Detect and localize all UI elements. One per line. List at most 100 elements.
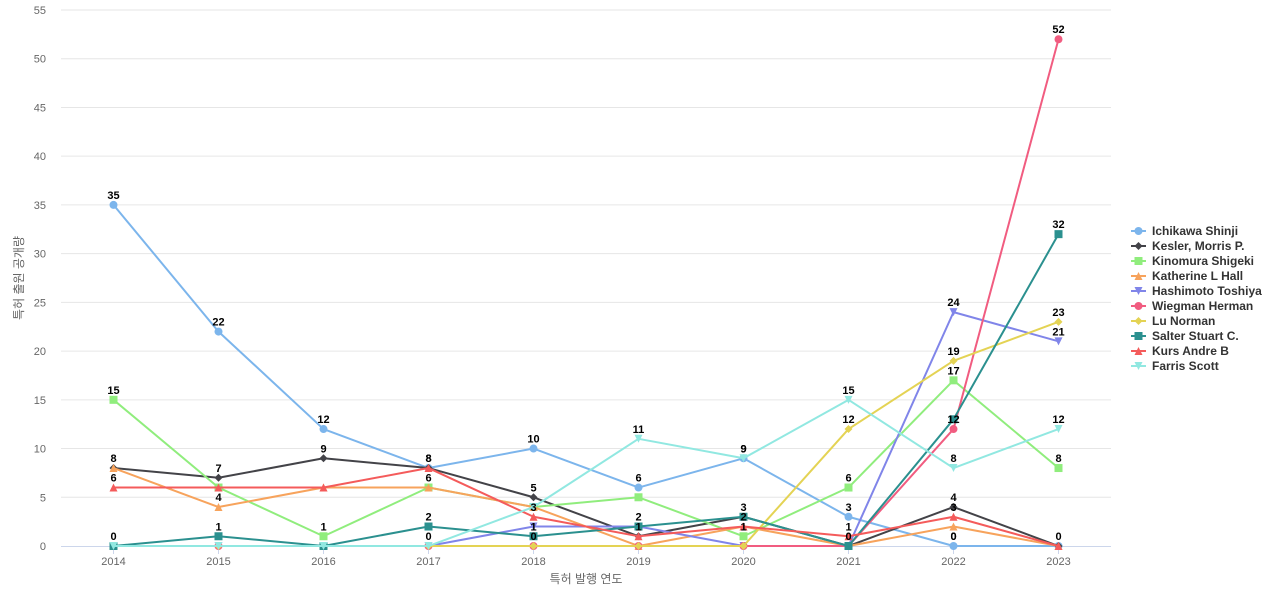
point-farris-scott-2014[interactable] [109,542,118,550]
point-kinomura-shigeki-2016[interactable] [319,532,328,541]
point-hashimoto-toshiya-2023[interactable] [1054,337,1063,346]
point-katherine-l-hall-2015[interactable] [214,503,223,512]
legend-marker-ichikawa-shinji[interactable] [1134,227,1143,235]
data-label-farris-scott-2021: 15 [842,385,854,397]
point-lu-norman-2021[interactable] [844,425,853,434]
legend-item-kesler-morris-p[interactable]: Kesler, Morris P. [1131,239,1245,253]
legend-item-ichikawa-shinji[interactable]: Ichikawa Shinji [1131,224,1238,238]
point-farris-scott-2017[interactable] [424,542,433,550]
series-line-katherine-l-hall[interactable] [112,467,1060,547]
series-line-salter-stuart-c[interactable] [112,233,1060,547]
legend-item-wiegman-herman[interactable]: Wiegman Herman [1131,299,1253,313]
data-label-kinomura-shigeki-2022: 17 [947,365,959,377]
point-hashimoto-toshiya-2018[interactable] [529,522,538,531]
point-lu-norman-2018[interactable] [529,542,538,550]
point-kesler-morris-p-2022[interactable] [949,503,958,512]
point-farris-scott-2015[interactable] [214,542,223,550]
series-kurs-andre-b[interactable] [109,464,1063,550]
point-wiegman-herman-2023[interactable] [1054,35,1063,44]
data-label-salter-stuart-c-2015: 1 [215,521,221,533]
legend-marker-katherine-l-hall[interactable] [1134,272,1143,280]
point-salter-stuart-c-2023[interactable] [1054,230,1063,239]
series-kinomura-shigeki[interactable] [109,376,1063,541]
point-salter-stuart-c-2021[interactable] [844,542,853,550]
point-lu-norman-2023[interactable] [1054,317,1063,326]
legend-item-kurs-andre-b[interactable]: Kurs Andre B [1131,344,1229,358]
point-ichikawa-shinji-2015[interactable] [214,327,223,336]
point-kurs-andre-b-2021[interactable] [844,532,853,541]
point-salter-stuart-c-2015[interactable] [214,532,223,541]
point-wiegman-herman-2022[interactable] [949,425,958,434]
legend-marker-kinomura-shigeki[interactable] [1134,257,1143,265]
point-salter-stuart-c-2018[interactable] [529,532,538,541]
point-farris-scott-2020[interactable] [739,454,748,463]
series-line-lu-norman[interactable] [112,320,1060,547]
point-kinomura-shigeki-2020[interactable] [739,532,748,541]
point-kurs-andre-b-2014[interactable] [109,483,118,492]
legend-marker-kurs-andre-b[interactable] [1134,347,1143,355]
legend-item-katherine-l-hall[interactable]: Katherine L Hall [1131,269,1243,283]
point-kurs-andre-b-2017[interactable] [424,464,433,473]
point-kinomura-shigeki-2023[interactable] [1054,464,1063,473]
point-kurs-andre-b-2022[interactable] [949,512,958,521]
legend-item-salter-stuart-c[interactable]: Salter Stuart C. [1131,329,1239,343]
point-kinomura-shigeki-2022[interactable] [949,376,958,385]
point-katherine-l-hall-2022[interactable] [949,522,958,531]
point-ichikawa-shinji-2018[interactable] [529,444,538,453]
point-farris-scott-2018[interactable] [529,503,538,512]
series-line-kinomura-shigeki[interactable] [112,379,1060,538]
legend-marker-salter-stuart-c[interactable] [1134,332,1143,340]
point-salter-stuart-c-2022[interactable] [949,415,958,424]
legend-item-lu-norman[interactable]: Lu Norman [1131,314,1215,328]
point-lu-norman-2020[interactable] [739,542,748,550]
legend-item-farris-scott[interactable]: Farris Scott [1131,359,1219,373]
point-ichikawa-shinji-2021[interactable] [844,512,853,521]
y-tick-label-45: 45 [34,102,46,114]
point-farris-scott-2019[interactable] [634,434,643,443]
point-farris-scott-2023[interactable] [1054,425,1063,434]
series-line-hashimoto-toshiya[interactable] [112,311,1060,547]
point-kurs-andre-b-2018[interactable] [529,512,538,521]
point-kurs-andre-b-2020[interactable] [739,522,748,531]
legend-item-hashimoto-toshiya[interactable]: Hashimoto Toshiya [1131,284,1262,298]
point-lu-norman-2022[interactable] [949,356,958,365]
legend-marker-lu-norman[interactable] [1134,317,1143,325]
point-salter-stuart-c-2020[interactable] [739,512,748,521]
legend-marker-farris-scott[interactable] [1134,362,1143,370]
point-kinomura-shigeki-2021[interactable] [844,483,853,492]
series-farris-scott[interactable] [109,395,1063,550]
point-kinomura-shigeki-2014[interactable] [109,395,118,404]
legend-marker-hashimoto-toshiya[interactable] [1134,287,1143,295]
point-lu-norman-2019[interactable] [634,542,643,550]
point-kurs-andre-b-2019[interactable] [634,532,643,541]
point-farris-scott-2022[interactable] [949,464,958,473]
series-lu-norman[interactable] [109,317,1063,550]
series-line-kurs-andre-b[interactable] [112,467,1060,547]
point-ichikawa-shinji-2022[interactable] [949,542,958,550]
point-salter-stuart-c-2019[interactable] [634,522,643,531]
point-katherine-l-hall-2014[interactable] [109,464,118,473]
series-line-ichikawa-shinji[interactable] [112,203,1060,547]
point-ichikawa-shinji-2019[interactable] [634,483,643,492]
point-ichikawa-shinji-2014[interactable] [109,200,118,209]
point-kurs-andre-b-2015[interactable] [214,483,223,492]
point-hashimoto-toshiya-2022[interactable] [949,308,958,317]
point-kinomura-shigeki-2019[interactable] [634,493,643,502]
point-kesler-morris-p-2015[interactable] [214,473,223,482]
point-kurs-andre-b-2016[interactable] [319,483,328,492]
series-line-farris-scott[interactable] [112,398,1060,547]
point-salter-stuart-c-2017[interactable] [424,522,433,531]
point-farris-scott-2021[interactable] [844,395,853,404]
x-tick-label-2016: 2016 [311,556,335,568]
point-katherine-l-hall-2017[interactable] [424,483,433,492]
point-farris-scott-2016[interactable] [319,542,328,550]
legend-marker-wiegman-herman[interactable] [1134,302,1143,310]
point-ichikawa-shinji-2016[interactable] [319,425,328,434]
series-hashimoto-toshiya[interactable] [109,308,1063,550]
point-kesler-morris-p-2016[interactable] [319,454,328,463]
legend-marker-kesler-morris-p[interactable] [1134,242,1143,250]
point-kesler-morris-p-2018[interactable] [529,493,538,502]
point-kurs-andre-b-2023[interactable] [1054,542,1063,550]
legend-item-kinomura-shigeki[interactable]: Kinomura Shigeki [1131,254,1254,268]
